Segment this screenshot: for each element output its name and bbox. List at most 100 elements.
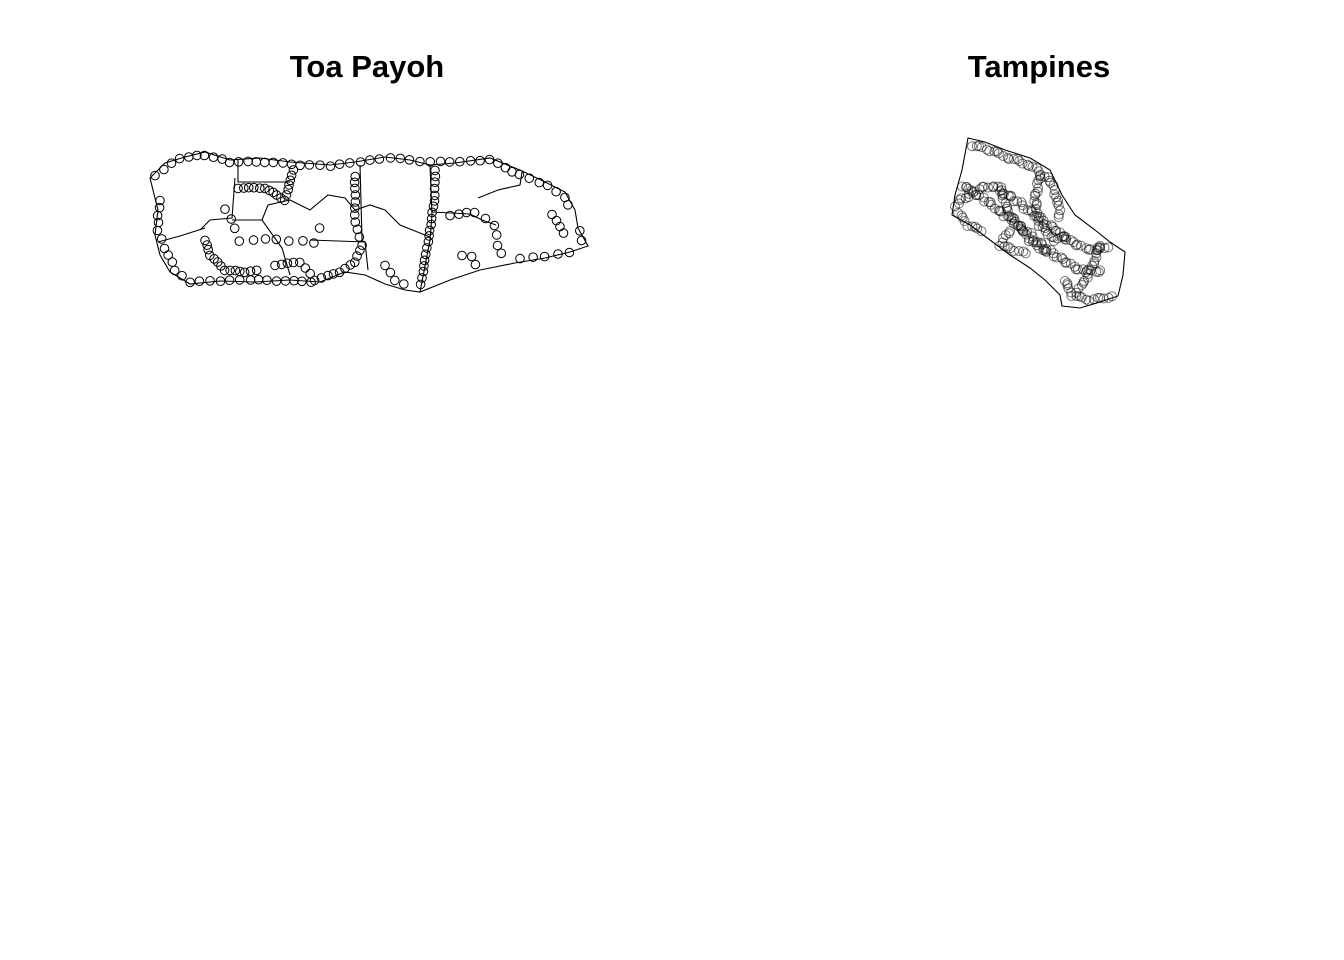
point-marker [268,187,279,198]
point-marker [976,142,987,153]
point-marker [563,200,573,210]
point-marker [374,154,385,164]
point-marker [427,207,437,218]
point-marker [404,155,415,165]
point-marker [998,151,1009,162]
point-marker [1081,294,1092,305]
point-marker [297,276,307,287]
point-marker [1095,243,1105,254]
point-marker [328,269,339,279]
point-marker [976,226,987,237]
point-marker [314,223,325,233]
point-marker [248,235,259,245]
point-marker [1087,260,1098,271]
point-marker [245,275,256,285]
point-marker [1040,245,1051,256]
point-marker [229,223,240,234]
point-marker [152,210,163,221]
point-marker [1093,267,1104,278]
point-marker [983,182,994,193]
point-marker [428,201,439,212]
point-marker [349,177,360,188]
point-marker [279,195,290,206]
point-marker [285,175,296,186]
point-marker [271,234,282,245]
point-marker [284,180,294,190]
point-marker [298,236,308,246]
toa-payoh-points [150,150,587,290]
point-marker [1017,158,1028,169]
point-marker [1023,161,1034,171]
point-marker [288,257,299,268]
point-marker [194,276,205,287]
point-marker [166,158,177,168]
subzone-line [199,177,236,231]
tampines-points [950,141,1117,306]
point-marker [325,161,336,171]
point-marker [1020,248,1031,259]
point-marker [235,266,245,277]
point-marker [365,155,375,165]
point-marker [399,279,409,289]
point-marker [282,258,293,269]
point-marker [986,199,997,210]
point-marker [239,267,250,278]
point-marker [226,214,236,224]
point-marker [967,141,977,152]
point-marker [417,273,427,283]
point-marker [155,195,165,206]
point-marker [167,257,178,267]
point-marker [424,231,434,241]
point-marker [239,183,249,193]
point-marker [576,235,587,246]
point-marker [493,158,503,168]
point-marker [174,153,185,164]
point-marker [1016,223,1027,234]
point-marker [1071,291,1082,302]
point-marker [444,157,455,167]
point-marker [350,203,360,213]
point-marker [268,157,279,168]
point-marker [350,190,361,200]
point-marker [230,265,241,276]
point-marker [350,171,361,182]
point-marker [542,180,553,191]
point-marker [534,177,545,188]
point-marker [515,253,525,264]
point-marker [999,241,1010,252]
point-marker [295,257,305,268]
point-marker [422,243,432,253]
point-marker [564,247,575,258]
point-marker [259,157,270,168]
point-marker [551,215,562,226]
point-marker [957,181,967,192]
point-marker [234,236,245,246]
point-marker [224,157,235,168]
point-marker [423,236,434,247]
point-marker [309,275,320,286]
point-marker [1040,223,1051,234]
point-marker [1053,212,1064,222]
point-marker [350,197,361,207]
point-marker [978,181,989,192]
point-marker [524,173,535,183]
point-marker [470,259,481,270]
point-marker [390,275,400,286]
point-marker [1041,246,1052,257]
point-marker [1030,203,1041,214]
point-marker [484,154,495,165]
point-marker [385,267,396,278]
point-marker [1052,233,1063,244]
point-marker [1099,243,1110,253]
point-marker [1005,243,1016,254]
point-marker [1031,240,1042,251]
point-marker [1022,205,1033,216]
point-marker [1046,245,1056,256]
point-marker [254,183,265,193]
point-marker [1029,190,1040,201]
point-marker [469,207,480,218]
point-marker [1033,221,1044,232]
point-marker [1103,242,1114,253]
point-marker [234,275,245,285]
point-marker [418,266,429,277]
